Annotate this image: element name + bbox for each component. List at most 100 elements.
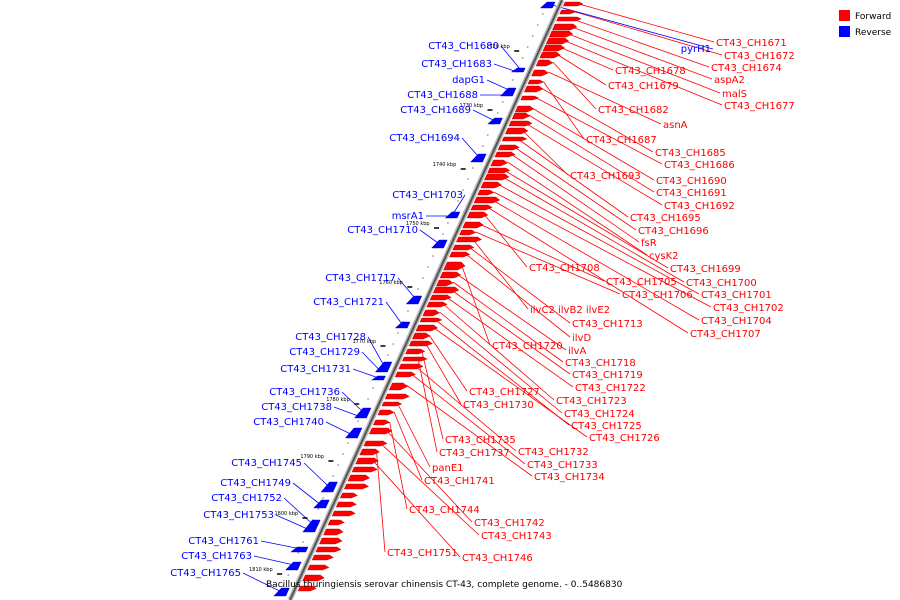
forward-gene-label[interactable]: CT43_CH1722 [575, 383, 646, 394]
forward-gene-label[interactable]: CT43_CH1686 [664, 160, 735, 171]
reverse-gene-label[interactable]: CT43_CH1688 [407, 90, 478, 101]
reverse-gene-label[interactable]: CT43_CH1753 [203, 510, 274, 521]
leader-line [333, 406, 362, 418]
forward-gene-label[interactable]: CT43_CH1735 [445, 435, 516, 446]
forward-gene-label[interactable]: CT43_CH1672 [724, 51, 795, 62]
forward-gene-label[interactable]: ilvA [568, 346, 586, 357]
forward-gene-label[interactable]: CT43_CH1700 [686, 278, 757, 289]
forward-gene-label[interactable]: CT43_CH1685 [655, 148, 726, 159]
reverse-gene-label[interactable]: CT43_CH1717 [325, 273, 396, 284]
forward-feature [556, 16, 582, 22]
forward-gene-label[interactable]: CT43_CH1708 [529, 263, 600, 274]
forward-feature [527, 79, 545, 85]
forward-gene-label[interactable]: CT43_CH1687 [586, 135, 657, 146]
forward-gene-label[interactable]: CT43_CH1702 [713, 303, 784, 314]
forward-gene-label[interactable]: CT43_CH1696 [638, 226, 709, 237]
forward-gene-label[interactable]: CT43_CH1674 [711, 63, 782, 74]
track-dot [407, 310, 409, 312]
leader-line [442, 303, 555, 401]
forward-gene-label[interactable]: aspA2 [714, 75, 745, 86]
forward-gene-label[interactable]: ilvC2 ilvB2 ilvE2 [530, 305, 610, 316]
leader-line [417, 358, 438, 453]
reverse-gene-label[interactable]: CT43_CH1683 [421, 59, 492, 70]
forward-gene-label[interactable]: CT43_CH1730 [463, 400, 534, 411]
forward-gene-label[interactable]: CT43_CH1693 [570, 171, 641, 182]
reverse-gene-label[interactable]: msrA1 [392, 211, 424, 222]
leader-line [500, 45, 520, 69]
forward-gene-label[interactable]: CT43_CH1713 [572, 319, 643, 330]
forward-gene-label[interactable]: CT43_CH1678 [615, 66, 686, 77]
forward-feature [511, 112, 531, 120]
forward-gene-label[interactable]: cysK2 [649, 251, 679, 262]
forward-gene-label[interactable]: CT43_CH1707 [690, 329, 761, 340]
forward-gene-label[interactable]: CT43_CH1724 [564, 409, 635, 420]
forward-gene-label[interactable]: CT43_CH1706 [622, 290, 693, 301]
forward-gene-label[interactable]: CT43_CH1719 [572, 370, 643, 381]
forward-gene-label[interactable]: CT43_CH1744 [409, 505, 480, 516]
forward-gene-label[interactable]: ilvD [572, 333, 591, 344]
reverse-gene-label[interactable]: CT43_CH1728 [295, 332, 366, 343]
forward-gene-label[interactable]: CT43_CH1720 [492, 341, 563, 352]
forward-gene-label[interactable]: CT43_CH1732 [518, 447, 589, 458]
reverse-gene-label[interactable]: CT43_CH1703 [392, 190, 463, 201]
forward-gene-label[interactable]: CT43_CH1725 [571, 421, 642, 432]
reverse-gene-label[interactable]: CT43_CH1731 [280, 364, 351, 375]
reverse-gene-label[interactable]: CT43_CH1752 [211, 493, 282, 504]
forward-gene-label[interactable]: CT43_CH1692 [664, 201, 735, 212]
reverse-gene-label[interactable]: CT43_CH1740 [253, 417, 324, 428]
forward-gene-label[interactable]: CT43_CH1741 [424, 476, 495, 487]
reverse-gene-label[interactable]: CT43_CH1689 [400, 105, 471, 116]
forward-gene-label[interactable]: CT43_CH1746 [462, 553, 533, 564]
forward-gene-label[interactable]: CT43_CH1691 [656, 188, 727, 199]
forward-gene-label[interactable]: CT43_CH1677 [724, 101, 795, 112]
track-dot [467, 178, 469, 180]
reverse-gene-label[interactable]: CT43_CH1710 [347, 225, 418, 236]
forward-gene-label[interactable]: CT43_CH1734 [534, 472, 605, 483]
forward-gene-label[interactable]: CT43_CH1701 [701, 290, 772, 301]
forward-gene-label[interactable]: CT43_CH1671 [716, 38, 787, 49]
reverse-gene-label[interactable]: CT43_CH1738 [261, 402, 332, 413]
leader-line [556, 53, 607, 86]
reverse-gene-label[interactable]: CT43_CH1763 [181, 551, 252, 562]
forward-gene-label[interactable]: CT43_CH1737 [439, 448, 510, 459]
reverse-gene-label[interactable]: CT43_CH1721 [313, 297, 384, 308]
track-dot [486, 134, 489, 136]
track-dot [392, 343, 394, 345]
track-dot [297, 552, 300, 554]
reverse-gene-label[interactable]: CT43_CH1694 [389, 133, 460, 144]
reverse-gene-label[interactable]: CT43_CH1761 [188, 536, 259, 547]
forward-gene-label[interactable]: CT43_CH1742 [474, 518, 545, 529]
reverse-gene-label[interactable]: CT43_CH1745 [231, 458, 302, 469]
forward-gene-label[interactable]: CT43_CH1727 [469, 387, 540, 398]
forward-gene-label[interactable]: CT43_CH1743 [481, 531, 552, 542]
forward-feature [331, 510, 356, 517]
forward-gene-label[interactable]: fsR [641, 238, 657, 249]
forward-gene-label[interactable]: CT43_CH1751 [387, 548, 458, 559]
reverse-gene-label[interactable]: CT43_CH1736 [269, 387, 340, 398]
forward-gene-label[interactable]: panE1 [432, 463, 464, 474]
forward-gene-label[interactable]: CT43_CH1723 [556, 396, 627, 407]
reverse-gene-label[interactable]: pyrH1 [681, 44, 711, 55]
leader-line [531, 107, 655, 181]
leader-line [472, 109, 496, 122]
forward-gene-label[interactable]: CT43_CH1733 [527, 460, 598, 471]
forward-gene-label[interactable]: CT43_CH1718 [565, 358, 636, 369]
forward-gene-label[interactable]: CT43_CH1695 [630, 213, 701, 224]
forward-gene-label[interactable]: CT43_CH1682 [598, 105, 669, 116]
reverse-feature [313, 499, 330, 509]
reverse-gene-label[interactable]: CT43_CH1749 [220, 478, 291, 489]
reverse-gene-label[interactable]: CT43_CH1680 [428, 41, 499, 52]
forward-gene-label[interactable]: CT43_CH1699 [670, 264, 741, 275]
track-dot [317, 508, 320, 510]
reverse-gene-label[interactable]: CT43_CH1765 [170, 568, 241, 579]
forward-gene-label[interactable]: asnA [663, 120, 688, 131]
forward-gene-label[interactable]: malS [722, 89, 747, 100]
reverse-gene-label[interactable]: dapG1 [452, 75, 485, 86]
forward-gene-label[interactable]: CT43_CH1690 [656, 176, 727, 187]
forward-gene-label[interactable]: CT43_CH1704 [701, 316, 772, 327]
forward-gene-label[interactable]: CT43_CH1679 [608, 81, 679, 92]
forward-gene-label[interactable]: CT43_CH1726 [589, 433, 660, 444]
reverse-gene-label[interactable]: CT43_CH1729 [289, 347, 360, 358]
leader-line [456, 273, 567, 351]
forward-gene-label[interactable]: CT43_CH1705 [606, 277, 677, 288]
